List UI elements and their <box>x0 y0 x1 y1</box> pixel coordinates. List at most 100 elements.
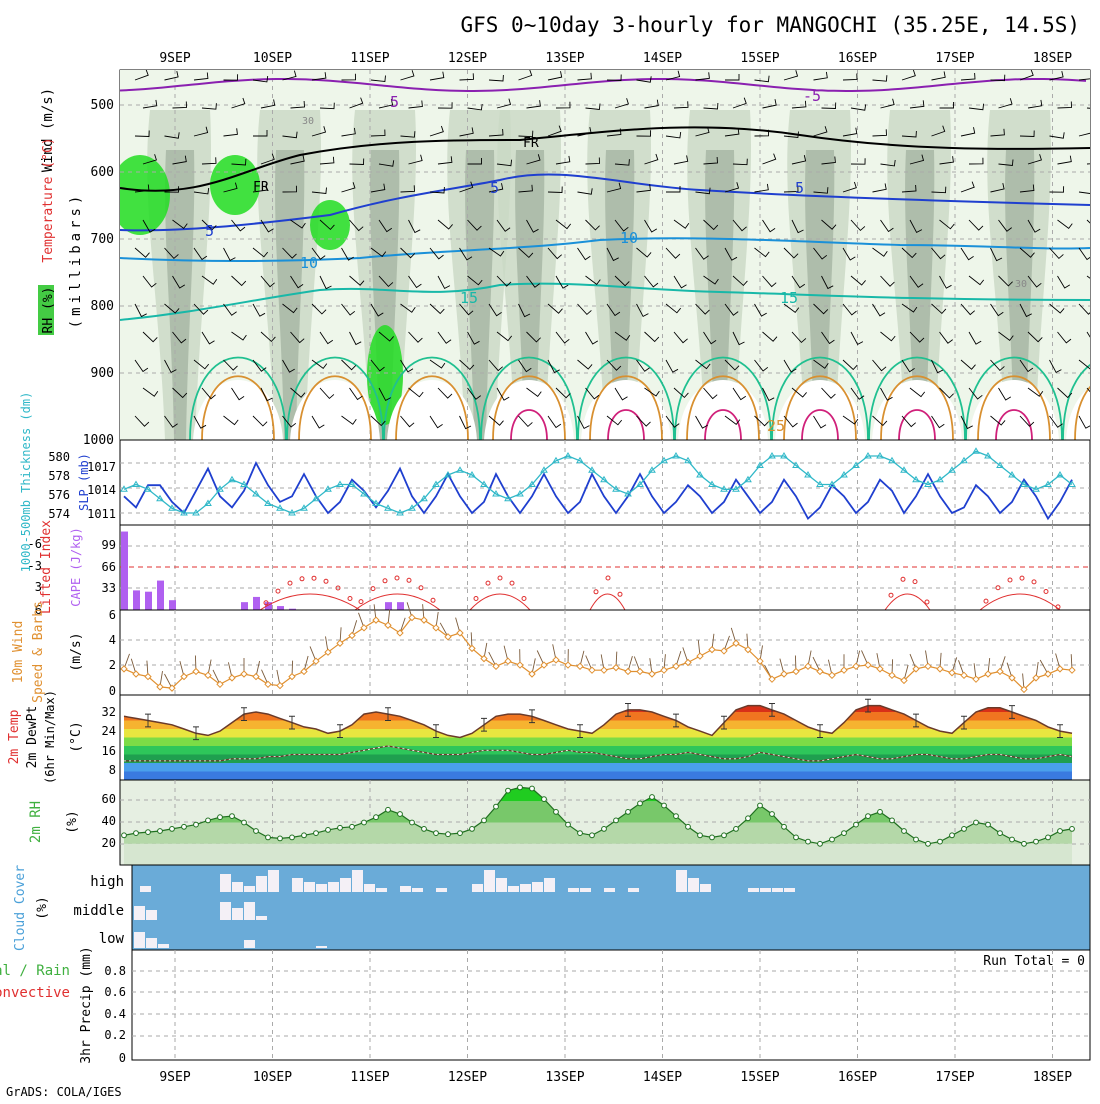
rh-point <box>842 831 847 836</box>
thickness-tick: 574 <box>48 507 70 521</box>
rh-point <box>218 815 223 820</box>
cloud-high-block <box>364 884 375 892</box>
contour-label: 30 <box>302 116 314 127</box>
temp-label-3: (6hr Min/Max) <box>43 690 57 784</box>
rh-point <box>770 812 775 817</box>
contour-label: 5 <box>205 222 214 240</box>
rh-point <box>494 804 499 809</box>
precip-label-3: 3hr Precip (mm) <box>79 946 94 1063</box>
thickness-tick: 578 <box>48 469 70 483</box>
rh-point <box>134 831 139 836</box>
rh-point <box>506 788 511 793</box>
temp-y-axis: 32 24 16 8 0 <box>102 705 116 783</box>
rh-point <box>710 835 715 840</box>
rh-point <box>1034 839 1039 844</box>
rh-y-axis: 60 40 20 <box>102 792 116 850</box>
precip-tick: 0.8 <box>104 964 126 978</box>
temp-label-1: 2m Temp <box>7 709 22 764</box>
date-tick: 9SEP <box>159 1070 190 1085</box>
rh-point <box>206 818 211 823</box>
pressure-units-label: (millibars) <box>68 192 84 329</box>
cloud-high-block <box>292 878 303 892</box>
temp-label-2: 2m DewPt <box>25 706 40 769</box>
cape-bar <box>169 600 176 610</box>
precip-tick: 0 <box>119 1051 126 1065</box>
rh-point <box>518 785 523 790</box>
cloud-high-block <box>508 886 519 892</box>
cape-tick: 66 <box>102 560 116 574</box>
contour-label: 5 <box>390 93 399 111</box>
cloud-mid-block <box>220 902 231 920</box>
rh-point <box>242 820 247 825</box>
rh-point <box>1058 829 1063 834</box>
rh-point <box>338 825 343 830</box>
cape-tick: 33 <box>102 581 116 595</box>
slp-tick: 1014 <box>87 483 116 497</box>
date-tick: 16SEP <box>838 1070 877 1085</box>
cloud-low-block <box>134 932 145 948</box>
rh-point <box>614 818 619 823</box>
rh-point <box>554 810 559 815</box>
cloud-high-block <box>412 888 423 892</box>
contour-label: 15 <box>460 289 478 307</box>
cape-tick: 99 <box>102 538 116 552</box>
slp-label: SLP (mb) <box>77 453 91 511</box>
date-tick: 13SEP <box>545 51 584 66</box>
rh-point <box>314 831 319 836</box>
cloud-high-block <box>472 884 483 892</box>
cloud-high-block <box>340 878 351 892</box>
rh-point <box>278 836 283 841</box>
contour-label: 10 <box>620 229 638 247</box>
isotherm-30 <box>1093 410 1100 440</box>
rh-point <box>122 833 127 838</box>
rh-high <box>110 155 170 235</box>
date-tick: 9SEP <box>159 51 190 66</box>
cape-bar <box>157 581 164 610</box>
cape-bar <box>133 590 140 610</box>
rh-point <box>578 831 583 836</box>
rh-point <box>998 831 1003 836</box>
cloud-low-block <box>146 938 157 948</box>
rh-shading <box>110 70 1100 440</box>
footer-credit: GrADS: COLA/IGES <box>6 1085 122 1099</box>
precip-tick: 0.2 <box>104 1028 126 1042</box>
wind-tick: 0 <box>109 684 116 698</box>
precip-label-2: Convective <box>0 985 70 1001</box>
date-tick: 13SEP <box>545 1070 584 1085</box>
slp-tick: 1017 <box>87 460 116 474</box>
rh-point <box>794 835 799 840</box>
cloud-high-block <box>400 886 411 892</box>
rh2m-label-1: 2m RH <box>28 801 44 843</box>
precip-tick: 0.6 <box>104 985 126 999</box>
rh-tick: 20 <box>102 836 116 850</box>
pressure-tick: 600 <box>91 165 114 180</box>
cloud-high-block <box>304 882 315 892</box>
chart-title: GFS 0~10day 3-hourly for MANGOCHI (35.25… <box>460 13 1080 37</box>
rh-point <box>1070 827 1075 832</box>
rh-tick: 40 <box>102 814 116 828</box>
cape-bar <box>385 602 392 610</box>
contour-label: 10 <box>300 254 318 272</box>
rh-point <box>470 827 475 832</box>
contour-label: 5 <box>490 179 499 197</box>
cloud-high-block <box>604 888 615 892</box>
date-tick: 10SEP <box>253 51 292 66</box>
cloud-high-block <box>676 870 687 892</box>
rh-point <box>830 837 835 842</box>
rh-point <box>530 786 535 791</box>
cloud-high-block <box>328 882 339 892</box>
cloud-mid-block <box>244 902 255 920</box>
rh-point <box>458 831 463 836</box>
pressure-tick: 1000 <box>83 433 114 448</box>
temp-tick: 32 <box>102 705 116 719</box>
precip-label-1: Total / Rain <box>0 963 70 979</box>
date-tick: 15SEP <box>740 1070 779 1085</box>
cloud-high-block <box>760 888 771 892</box>
cloud-level-labels: high middle low <box>73 874 124 947</box>
cloud-mid-block <box>134 906 145 920</box>
rh2m-panel: 60 40 20 2m RH (%) <box>28 780 1090 865</box>
rh-point <box>1022 841 1027 846</box>
thickness-tick: 576 <box>48 488 70 502</box>
precip-y-axis: 0.8 0.6 0.4 0.2 0 <box>104 964 126 1065</box>
wind-tick: 2 <box>109 658 116 672</box>
